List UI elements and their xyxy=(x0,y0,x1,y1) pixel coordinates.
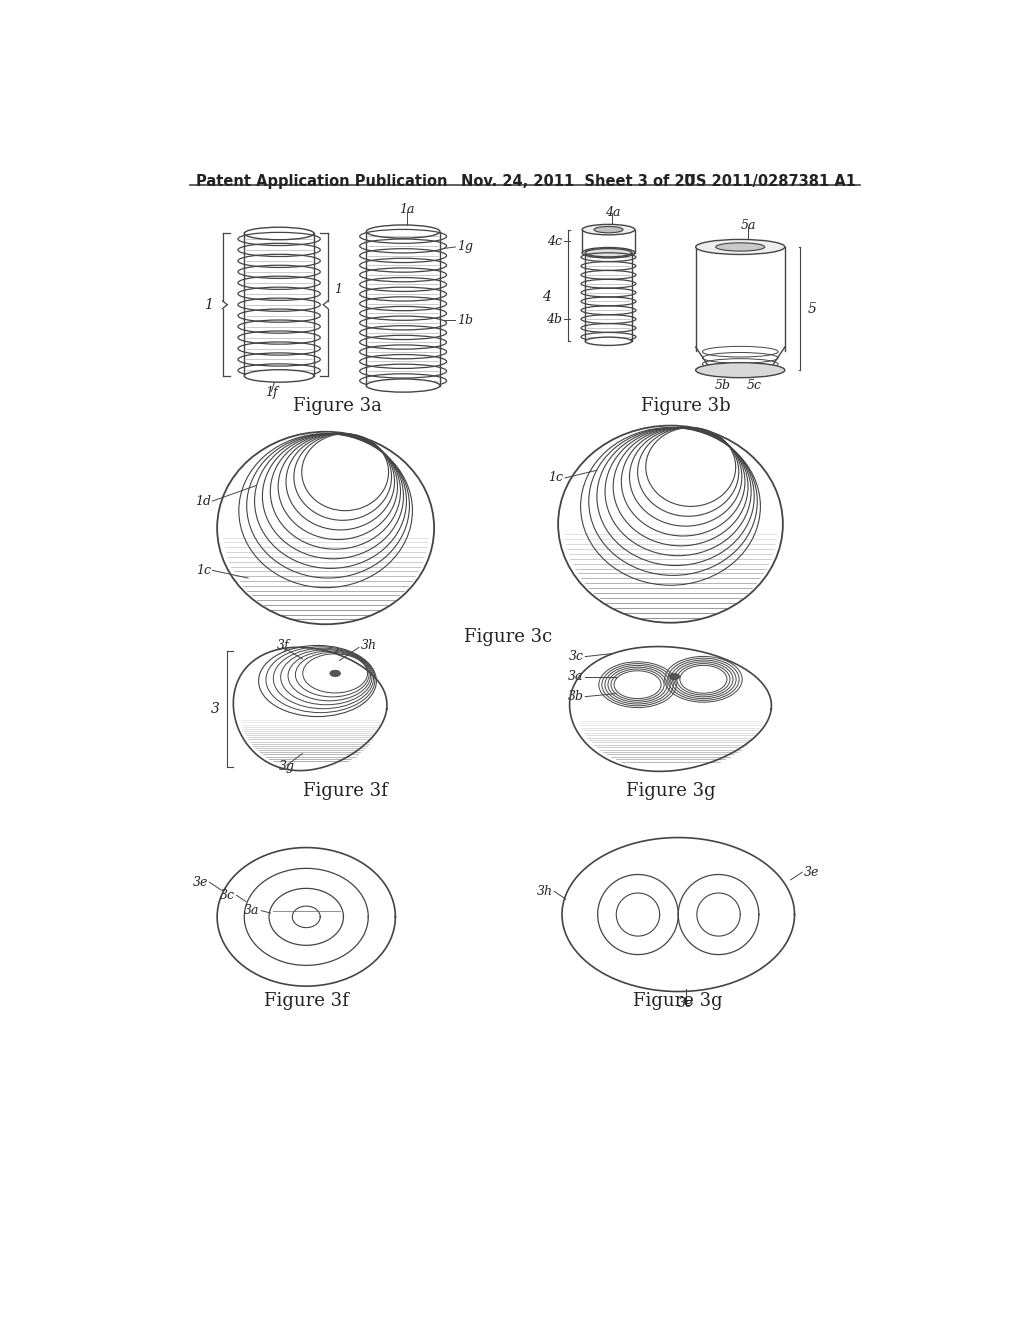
Text: 1c: 1c xyxy=(196,564,211,577)
Text: 1c: 1c xyxy=(549,471,563,484)
Ellipse shape xyxy=(695,363,784,378)
Text: 1: 1 xyxy=(334,282,342,296)
Text: 3: 3 xyxy=(211,702,219,715)
Text: Figure 3c: Figure 3c xyxy=(464,628,552,645)
Text: 1: 1 xyxy=(205,298,213,312)
Text: 1b: 1b xyxy=(457,314,473,326)
Text: 3g: 3g xyxy=(279,760,295,774)
Ellipse shape xyxy=(583,247,635,257)
Text: US 2011/0287381 A1: US 2011/0287381 A1 xyxy=(684,174,856,189)
Text: 3e: 3e xyxy=(193,875,208,888)
Text: 1g: 1g xyxy=(457,240,473,253)
Ellipse shape xyxy=(669,673,680,680)
Text: 3e: 3e xyxy=(804,866,819,879)
Text: 3a: 3a xyxy=(245,904,260,917)
Text: 5c: 5c xyxy=(746,379,762,392)
Ellipse shape xyxy=(245,370,314,383)
Text: Figure 3g: Figure 3g xyxy=(634,991,723,1010)
Text: Figure 3a: Figure 3a xyxy=(293,397,382,414)
Text: 3c: 3c xyxy=(220,888,234,902)
Text: 5b: 5b xyxy=(715,379,731,392)
Ellipse shape xyxy=(586,337,632,346)
Text: Patent Application Publication: Patent Application Publication xyxy=(197,174,447,189)
Text: 3a: 3a xyxy=(568,671,584,684)
Ellipse shape xyxy=(583,224,635,235)
Text: 3h: 3h xyxy=(360,639,377,652)
Text: 3e: 3e xyxy=(678,997,693,1010)
Text: 1f: 1f xyxy=(265,387,278,400)
Ellipse shape xyxy=(367,379,440,392)
Ellipse shape xyxy=(594,227,623,232)
Text: 1d: 1d xyxy=(195,495,211,508)
Text: 5a: 5a xyxy=(740,219,756,232)
Text: Figure 3f: Figure 3f xyxy=(264,991,348,1010)
Text: Figure 3b: Figure 3b xyxy=(641,397,731,414)
Text: 3h: 3h xyxy=(537,884,553,898)
Ellipse shape xyxy=(695,239,784,255)
Text: 5: 5 xyxy=(808,301,817,315)
Text: 4a: 4a xyxy=(604,206,621,219)
Text: 4c: 4c xyxy=(547,235,562,248)
Ellipse shape xyxy=(330,671,340,677)
Text: 4: 4 xyxy=(543,290,551,304)
Text: Nov. 24, 2011  Sheet 3 of 20: Nov. 24, 2011 Sheet 3 of 20 xyxy=(461,174,695,189)
Text: 3c: 3c xyxy=(568,649,584,663)
Text: 1a: 1a xyxy=(399,203,415,216)
Ellipse shape xyxy=(716,243,765,251)
Text: Figure 3f: Figure 3f xyxy=(303,781,387,800)
Text: Figure 3g: Figure 3g xyxy=(626,781,716,800)
Text: 3b: 3b xyxy=(567,690,584,704)
Text: 3f: 3f xyxy=(276,639,290,652)
Text: 4b: 4b xyxy=(546,313,562,326)
